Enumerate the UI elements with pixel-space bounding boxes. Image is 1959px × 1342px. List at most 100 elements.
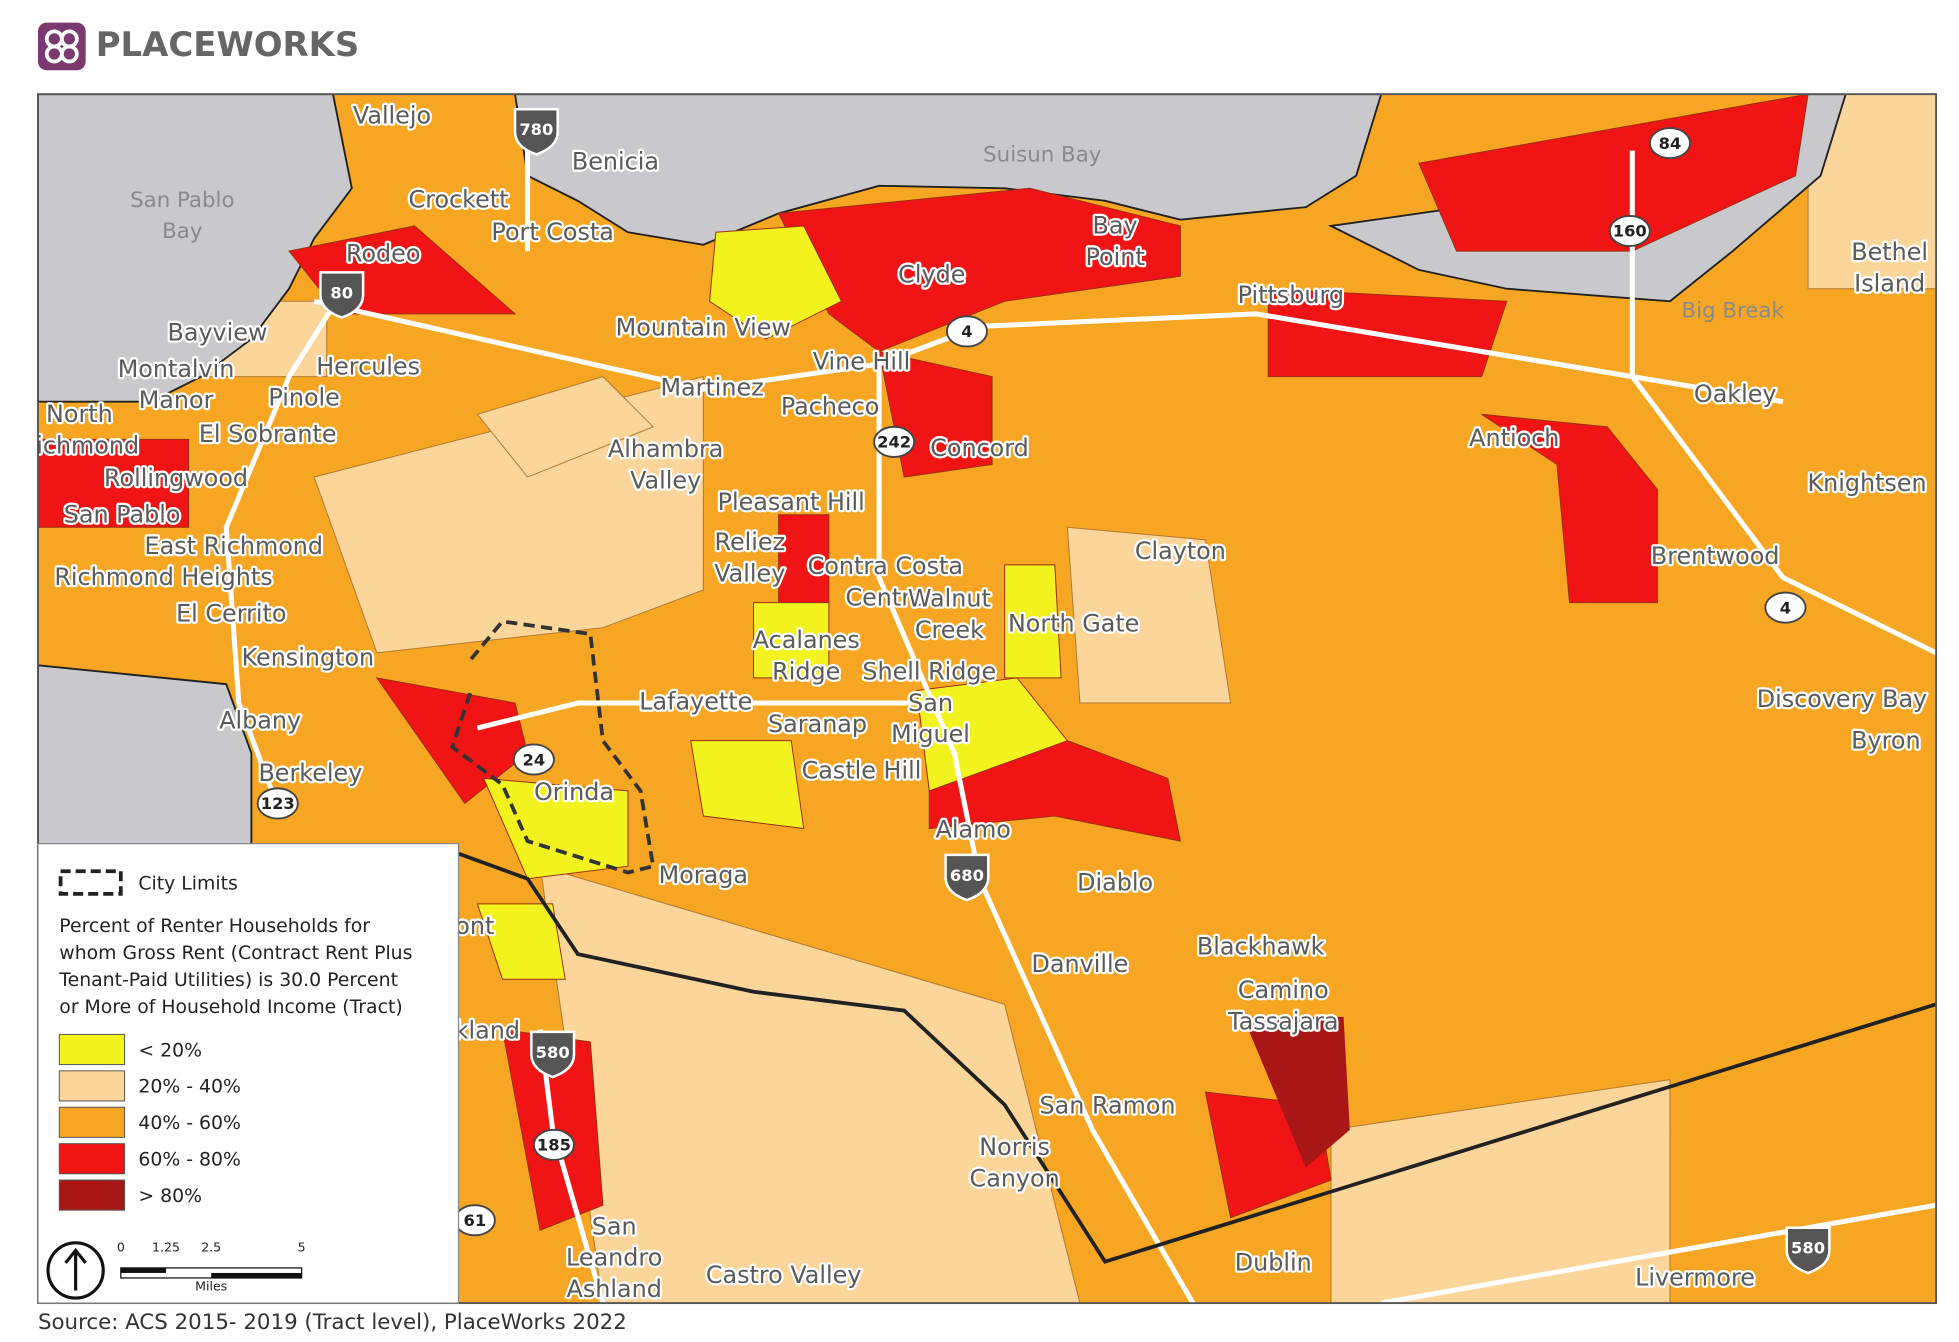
place-label: Leandro [566,1244,662,1272]
highway-number: 185 [537,1136,571,1155]
place-label: Contra Costa [808,552,963,580]
scale-unit: Miles [195,1279,227,1294]
legend-swatch [58,1070,126,1102]
legend-label: 40% - 60% [138,1113,240,1134]
legend-title: or More of Household Income (Tract) [59,997,402,1018]
place-label: East Richmond [145,532,324,560]
place-label: Richmond Heights [54,563,272,591]
place-label: Centre [845,583,925,611]
place-label: Suisun Bay [983,143,1101,168]
place-label: Canyon [970,1165,1060,1193]
place-label: Pittsburg [1238,281,1344,309]
route-shield [873,425,916,458]
place-label: El Sobrante [199,420,337,448]
place-label: Bethel [1851,238,1928,266]
legend-title: Percent of Renter Households for [59,916,370,937]
interstate-shield [1785,1226,1831,1275]
legend-label: < 20% [138,1040,202,1061]
place-label: Byron [1851,726,1920,754]
place-label: kland [455,1016,520,1044]
place-label: Danville [1032,950,1129,978]
place-label: Berkeley [258,759,362,787]
place-label: Dublin [1235,1249,1312,1277]
place-label: Castro Valley [706,1261,862,1289]
place-label: Kensington [242,644,375,672]
place-label: Moraga [659,861,748,889]
place-label: Pacheco [781,392,880,420]
place-label: El Cerrito [176,600,286,628]
route-shield [256,787,299,820]
legend-swatch [58,1179,126,1211]
place-label: North [46,400,113,428]
interstate-shield [319,271,365,319]
place-label: Hercules [316,352,420,380]
highway-number: 84 [1659,134,1682,153]
place-label: Knightsen [1807,469,1926,497]
place-label: Diablo [1077,868,1153,896]
place-label: San [908,689,953,717]
highway-number: 580 [1791,1239,1825,1258]
place-label: Antioch [1469,424,1559,452]
place-label: Livermore [1635,1264,1755,1292]
legend-city-limits: City Limits [138,873,237,894]
interstate-shield [513,107,559,156]
route-shield [945,315,988,348]
highway-number: 24 [522,750,545,769]
place-label: Shell Ridge [862,657,996,685]
map-frame [37,93,1938,1305]
place-label: Saranap [768,710,867,738]
place-label: Alhambra [608,435,723,463]
place-label: Valley [630,467,701,495]
place-label: San Ramon [1040,1092,1176,1120]
route-shield [512,743,555,776]
place-label: Crockett [409,185,509,213]
highway-number: 780 [519,120,553,139]
legend-swatch [58,1033,126,1066]
place-label: Richmond [20,431,139,459]
scale-tick: 2.5 [201,1240,221,1255]
legend-label: 60% - 80% [138,1149,240,1170]
place-label: Miguel [891,720,970,748]
place-label: Blackhawk [1197,932,1325,960]
place-label: Montalvin [118,355,235,383]
place-label: Rollingwood [104,464,248,492]
place-label: Concord [930,434,1029,462]
place-label: Reliez [714,528,785,556]
source: Source: ACS 2015- 2019 (Tract level), Pl… [38,1310,627,1335]
interstate-shield [944,853,990,902]
route-shield [1608,214,1651,247]
highway-number: 160 [1613,222,1647,241]
place-label: Alamo [936,816,1011,844]
place-label: Acalanes [753,626,860,654]
legend-label: 20% - 40% [138,1077,240,1098]
place-label: Oakley [1694,380,1777,408]
legend-swatch [58,1106,126,1138]
highway-number: 580 [536,1043,570,1062]
place-label: Bay [162,219,202,244]
place-label: ont [455,912,494,940]
place-label: Big Break [1682,298,1785,323]
highway-number: 4 [961,322,972,341]
place-label: Rodeo [346,239,420,267]
place-label: Walnut [908,585,991,613]
place-label: Valley [714,559,785,587]
highway-number: 80 [330,283,353,302]
legend-swatch [58,1143,126,1175]
place-label: Point [1085,243,1144,271]
place-label: Albany [219,706,301,734]
scale-tick: 5 [298,1240,306,1255]
scale-tick: 1.25 [152,1240,180,1255]
place-label: Tassajara [1227,1008,1338,1036]
place-label: Pleasant Hill [718,488,865,516]
place-label: Manor [139,386,214,414]
place-label: Bay [1093,212,1138,240]
place-label: Vallejo [353,101,431,129]
place-label: Benicia [572,148,659,176]
place-label: Lafayette [639,688,752,716]
place-label: Creek [915,616,984,644]
place-label: San [592,1212,637,1240]
place-label: Ashland [567,1275,662,1303]
legend-title: Tenant-Paid Utilities) is 30.0 Percent [58,970,398,991]
place-label: Ridge [772,657,840,685]
route-shield [1764,591,1807,624]
